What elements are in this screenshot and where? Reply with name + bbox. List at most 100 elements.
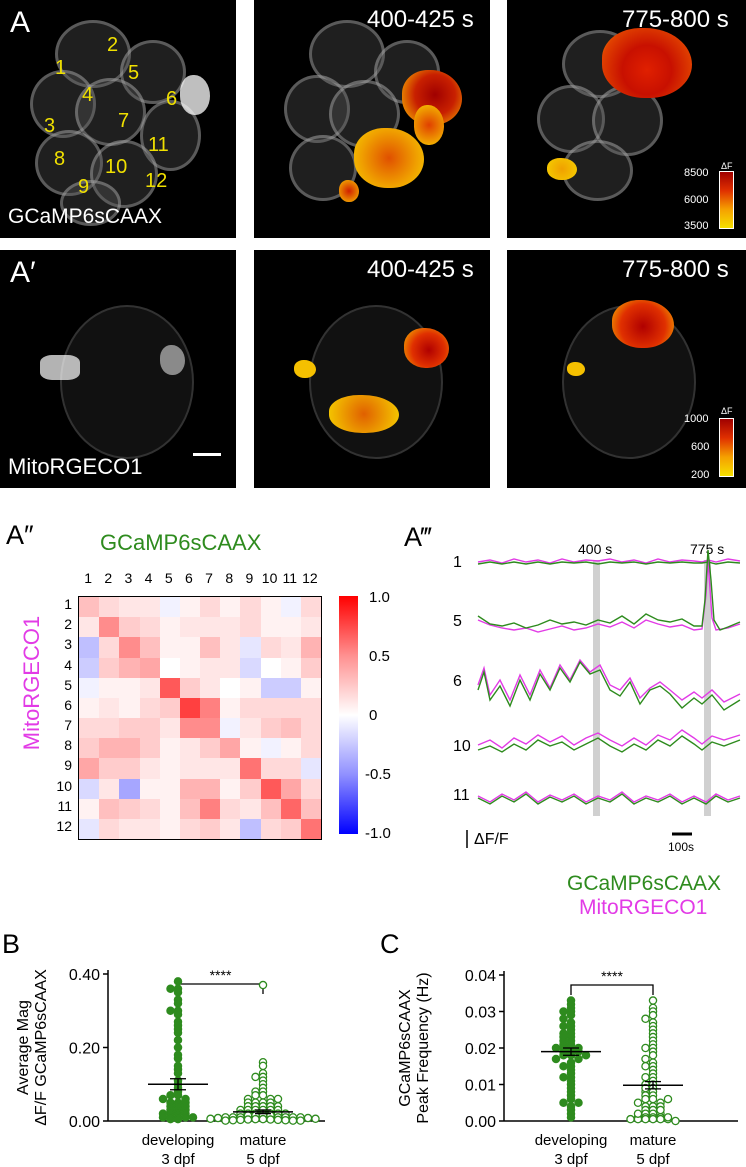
panel-label: C [380,929,400,959]
panel-a1-time-2: 775-800 s [622,256,729,283]
panel-a-channel-label: GCaMP6sCAAX [8,205,163,228]
heatmap-cell [280,738,302,759]
heatmap-cell [159,677,181,699]
data-point [656,1105,665,1115]
trace-1-magenta [477,558,741,564]
heatmap-cell [119,617,140,638]
heatmap-cell [119,637,140,658]
heatmap-cell [179,697,201,719]
data-point [188,1113,198,1122]
panel-a-label: A [10,6,31,39]
heatmap-cell [220,637,241,658]
heatmap-cell [300,677,321,699]
panel-a1-image-1: A′ MitoRGECO1 [0,250,236,488]
data-point [641,1061,650,1071]
data-point [173,988,183,997]
heatmap-cell [119,697,140,719]
data-point [311,1114,320,1124]
heatmap-cell [200,738,221,759]
heatmap-cell [240,738,261,759]
data-point [173,1054,183,1063]
heatmap-col-labels: 1 2 3 4 5 6 7 8 9 10 11 12 [78,570,322,590]
heatmap-cell [300,617,321,638]
heatmap-cell [79,637,100,658]
legend-magenta: MitoRGECO1 [579,896,708,919]
heatmap-cell [139,818,161,839]
x-category-label: developing [142,1132,215,1149]
y-axis-label-line-1: GCaMP6sCAAX [397,989,414,1107]
heatmap-cell [260,597,282,618]
heatmap-row-label: 11 [57,797,72,814]
heatmap-cell [159,778,181,800]
heatmap-cell [220,597,241,618]
heatmap-col-label: 6 [185,570,193,586]
panel-a-image-3: 775-800 s ΔF 8500 6000 3500 [507,0,746,238]
heatmap-cell [280,718,302,739]
heatmap-cell [119,818,140,839]
heatmap-row-label: 6 [64,696,72,713]
marker-775-label: 775 s [690,541,724,557]
data-point [258,1091,268,1100]
data-point [166,1006,175,1016]
trace-label-10: 10 [453,738,471,755]
panel-a1-image-3: 775-800 s ΔF 1000 600 200 [507,250,746,488]
heatmap-cell [79,738,100,759]
heatmap-cell [300,798,321,820]
data-point [221,1116,230,1125]
data-point [633,1098,643,1107]
data-point [648,1051,658,1060]
heatmap-cell [300,718,321,739]
panel-a-time-1: 400-425 s [367,6,474,33]
data-point [173,1114,183,1124]
cell-label-10: 10 [105,156,128,178]
y-tick-label: 0.02 [465,1041,496,1058]
data-point [166,984,175,993]
data-point [663,1113,673,1122]
heatmap-cell [280,697,302,719]
heatmap-cell [240,617,261,638]
panel-a-colorbar-tick-high: 8500 [684,167,709,179]
heatmap-cell [200,758,221,779]
heatmap-row-label: 12 [56,817,72,834]
heatmap-cell [139,677,161,699]
data-point [166,1091,175,1100]
data-point [206,1114,215,1124]
data-point [258,1114,268,1124]
heatmap-cell [220,738,241,759]
heatmap-cell [220,617,241,638]
heatmap-cell [300,758,321,779]
data-point [551,1043,561,1053]
cell-label-2: 2 [107,34,119,56]
data-point [228,1116,238,1125]
heatmap-cell [220,697,241,719]
x-category-label: mature [630,1132,677,1149]
heatmap-cell [280,778,302,800]
data-point [566,1094,576,1104]
data-point [273,1115,283,1125]
panel-a1-colorbar-tick-mid: 600 [691,441,710,453]
heatmap-cell [179,818,201,839]
heatmap-cell [159,637,181,658]
data-point [574,1098,583,1107]
heatmap-cell [220,778,241,800]
heatmap-col-label: 10 [261,570,278,586]
heatmap-col-title: GCaMP6sCAAX [100,530,262,555]
heatmap-cell [139,657,161,679]
heatmap-cell [280,677,302,699]
legend-green: GCaMP6sCAAX [567,872,722,895]
heatmap-cell [79,697,100,719]
heatmap-cell [260,718,282,739]
panel-a1-image-2: 400-425 s [254,250,490,488]
data-point [158,1094,168,1104]
heatmap-cell [200,697,221,719]
heatmap-cell [260,818,282,839]
data-point [574,1054,583,1064]
scale-y-label: ΔF/F [474,831,509,848]
heatmap-cell [300,597,321,618]
x-category-label: developing [535,1132,608,1149]
data-point [173,1068,183,1078]
heatmap-cell [200,677,221,699]
heatmap-cell [79,758,100,779]
data-point [648,1010,658,1020]
data-point [173,1010,183,1019]
